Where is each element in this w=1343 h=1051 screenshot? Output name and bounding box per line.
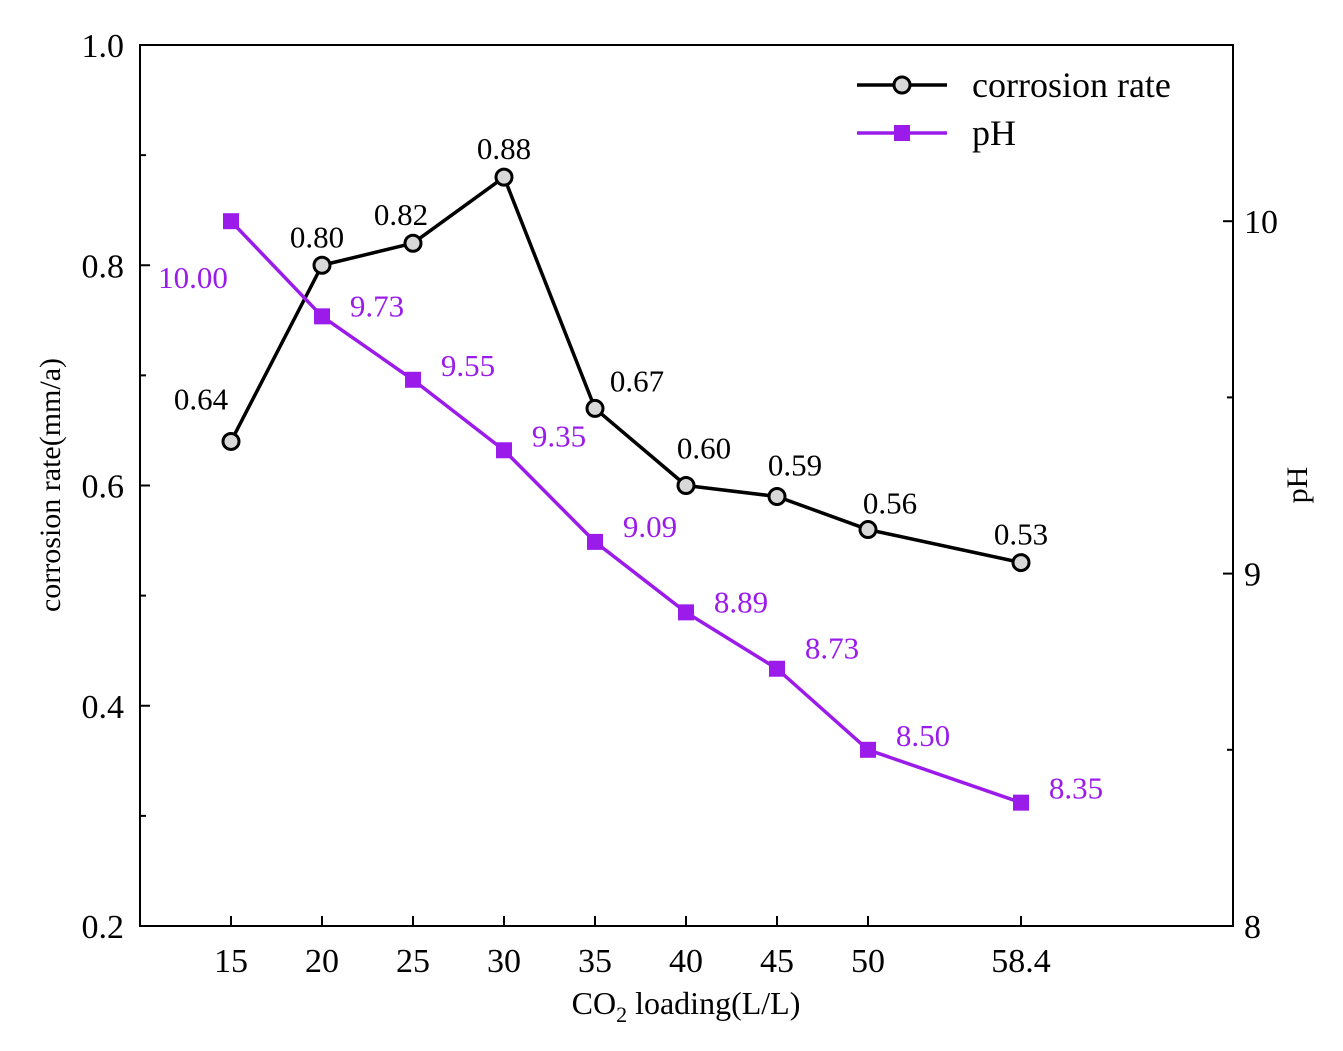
legend-swatch-marker	[892, 75, 912, 95]
y-right-tick-label: 9	[1244, 557, 1261, 594]
corrosion-rate-point	[676, 476, 696, 495]
y-left-tick-label: 0.6	[82, 469, 125, 506]
ph-data-label: 8.35	[1049, 771, 1103, 806]
corrosion-rate-data-label: 0.67	[610, 363, 664, 398]
y-left-title: corrosion rate(mm/a)	[34, 358, 67, 612]
ph-point	[678, 604, 694, 621]
ph-point	[769, 660, 785, 677]
legend: corrosion rate pH	[857, 65, 1171, 153]
ph-point	[1013, 794, 1029, 811]
y-right-title: pH	[1281, 467, 1314, 504]
corrosion-rate-data-label: 0.53	[994, 517, 1048, 552]
y-left-tick-label: 0.2	[82, 909, 125, 946]
ph-point	[314, 308, 330, 325]
corrosion-rate-point	[221, 431, 241, 451]
corrosion-rate-point	[585, 398, 605, 418]
series-marks	[221, 167, 1031, 811]
axes: 15 20 25 30 35 40 45 50 58.4 0.2 0.4 0.6 0.8 1.0 8 9 10 c…	[34, 28, 1314, 1027]
x-tick-label: 30	[487, 943, 521, 980]
corrosion-rate-point	[403, 233, 423, 253]
ph-data-label: 9.73	[350, 288, 404, 323]
ph-data-label: 10.00	[158, 260, 228, 295]
x-tick-label: 20	[305, 943, 339, 980]
y-left-tick-label: 0.4	[82, 689, 125, 726]
x-tick-label: 15	[214, 943, 248, 980]
corrosion-rate-data-label: 0.59	[768, 448, 822, 483]
x-axis-title-pre: CO	[572, 985, 616, 1021]
ph-data-label: 8.73	[805, 631, 859, 666]
corrosion-rate-data-label: 0.82	[374, 197, 428, 232]
corrosion-rate-data-label: 0.56	[863, 486, 917, 521]
x-tick-label: 58.4	[991, 943, 1051, 980]
ph-point	[223, 213, 239, 230]
x-tick-label: 25	[396, 943, 430, 980]
ph-data-label: 9.09	[623, 509, 677, 544]
x-tick-label: 45	[760, 943, 794, 980]
ph-point	[587, 533, 603, 550]
ph-point	[860, 741, 876, 758]
x-axis-title-sub: 2	[616, 1002, 627, 1027]
corrosion-rate-data-label: 0.88	[477, 131, 531, 166]
y-left-tick-label: 0.8	[82, 248, 125, 285]
x-axis-title: CO2 loading(L/L)	[572, 985, 801, 1027]
x-tick-label: 40	[669, 943, 703, 980]
x-axis-title-post: loading(L/L)	[627, 985, 800, 1021]
y-right-tick-label: 8	[1244, 909, 1261, 946]
y-right-tick-label: 10	[1244, 204, 1278, 241]
ph-data-label: 9.55	[441, 348, 495, 383]
x-tick-label: 35	[578, 943, 612, 980]
corrosion-rate-data-label: 0.80	[290, 219, 344, 254]
ph-data-label: 8.89	[714, 584, 768, 619]
ph-point	[405, 371, 421, 388]
corrosion-rate-data-label: 0.60	[677, 431, 731, 466]
legend-swatch-marker	[894, 125, 910, 141]
y-left-tick-label: 1.0	[82, 28, 125, 65]
legend-label: corrosion rate	[972, 65, 1171, 105]
legend-label: pH	[972, 113, 1016, 153]
ph-point	[496, 442, 512, 459]
corrosion-rate-point	[312, 255, 332, 275]
ph-data-label: 9.35	[532, 418, 586, 453]
corrosion-rate-point	[1011, 553, 1031, 573]
corrosion-rate-point	[494, 167, 514, 187]
corrosion-rate-point	[767, 487, 787, 507]
ph-data-label: 8.50	[896, 718, 950, 753]
data-labels: 0.64 0.80 0.82 0.88 0.67 0.60 0.59 0.56 0.53 10.0…	[158, 131, 1103, 806]
x-tick-label: 50	[851, 943, 885, 980]
corrosion-rate-point	[858, 520, 878, 540]
corrosion-rate-data-label: 0.64	[174, 381, 229, 416]
